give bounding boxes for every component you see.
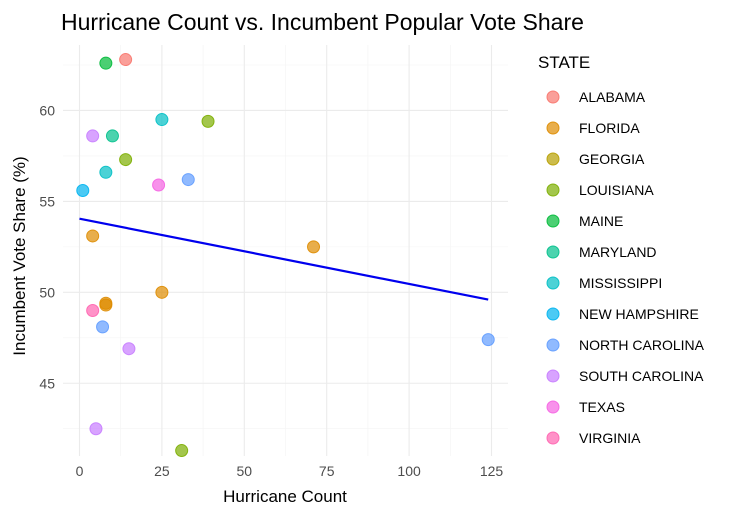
y-axis-ticks: 45 50 55 60 xyxy=(39,102,55,391)
data-point xyxy=(89,422,103,436)
data-point xyxy=(175,444,189,458)
legend-label: NEW HAMPSHIRE xyxy=(579,306,699,322)
grid-lines xyxy=(63,45,508,456)
legend-key xyxy=(546,400,560,414)
legend-key xyxy=(546,121,560,135)
x-axis-ticks: 0 25 50 75 100 125 xyxy=(76,463,504,479)
data-point xyxy=(181,173,195,187)
y-tick-label: 50 xyxy=(39,284,55,300)
x-tick-label: 0 xyxy=(76,463,84,479)
data-point xyxy=(119,53,133,67)
data-point xyxy=(76,183,90,197)
legend-key xyxy=(546,431,560,445)
chart-title: Hurricane Count vs. Incumbent Popular Vo… xyxy=(61,9,584,35)
data-point xyxy=(99,298,113,312)
data-point xyxy=(155,113,169,127)
data-point xyxy=(201,114,215,128)
legend-key xyxy=(546,214,560,228)
data-point xyxy=(119,153,133,167)
legend-key xyxy=(546,338,560,352)
x-tick-label: 100 xyxy=(397,463,421,479)
legend-key xyxy=(546,152,560,166)
data-point xyxy=(105,129,119,143)
x-tick-label: 125 xyxy=(480,463,504,479)
data-point xyxy=(122,342,136,356)
y-tick-label: 60 xyxy=(39,102,55,118)
trend-line xyxy=(79,217,489,301)
legend-key xyxy=(546,183,560,197)
legend-label: FLORIDA xyxy=(579,120,640,136)
data-point xyxy=(152,178,166,192)
legend-label: MARYLAND xyxy=(579,244,657,260)
data-point xyxy=(155,285,169,299)
legend-label: SOUTH CAROLINA xyxy=(579,368,704,384)
data-point xyxy=(99,56,113,70)
legend-label: GEORGIA xyxy=(579,151,645,167)
legend-label: MAINE xyxy=(579,213,623,229)
legend-key xyxy=(546,369,560,383)
y-tick-label: 45 xyxy=(39,375,55,391)
x-tick-label: 25 xyxy=(154,463,170,479)
y-tick-label: 55 xyxy=(39,193,55,209)
legend-label: LOUISIANA xyxy=(579,182,654,198)
legend-label: TEXAS xyxy=(579,399,625,415)
legend-label: VIRGINIA xyxy=(579,430,641,446)
legend: STATE ALABAMA FLORIDA GEORGIA LOUISIANA MAIN… xyxy=(538,53,705,446)
data-points xyxy=(76,53,495,458)
data-point xyxy=(99,165,113,179)
legend-key xyxy=(546,90,560,104)
legend-label: MISSISSIPPI xyxy=(579,275,662,291)
legend-title: STATE xyxy=(538,53,590,72)
data-point xyxy=(307,240,321,254)
data-point xyxy=(481,333,495,347)
legend-label: NORTH CAROLINA xyxy=(579,337,705,353)
x-tick-label: 75 xyxy=(319,463,335,479)
data-point xyxy=(86,229,100,243)
legend-key xyxy=(546,307,560,321)
data-point xyxy=(96,320,110,334)
legend-key xyxy=(546,245,560,259)
trend-line-group xyxy=(79,217,489,301)
legend-label: ALABAMA xyxy=(579,89,646,105)
y-axis-title: Incumbent Vote Share (%) xyxy=(10,156,29,355)
x-axis-title: Hurricane Count xyxy=(223,487,347,506)
legend-key xyxy=(546,276,560,290)
data-point xyxy=(86,129,100,143)
x-tick-label: 50 xyxy=(237,463,253,479)
data-point xyxy=(86,304,100,318)
